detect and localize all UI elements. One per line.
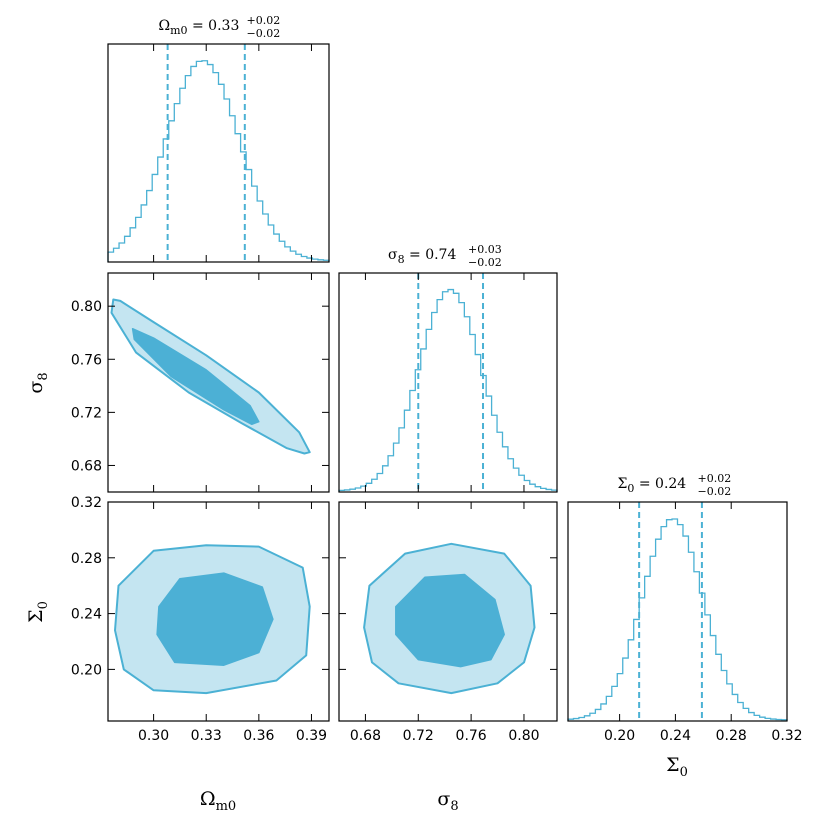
- diag-frame-2: [567, 501, 788, 722]
- title-upper-1: +0.03: [468, 243, 502, 256]
- ytick-label-1: 0.80: [71, 299, 102, 315]
- xtick-label-0: 0.30: [138, 728, 169, 744]
- ylabel-sigma8-symbol: σ: [25, 381, 47, 394]
- contour-inner-2: [395, 573, 505, 668]
- ytick-label-1: 0.76: [71, 352, 102, 368]
- xtick-label-1: 0.68: [350, 728, 381, 744]
- title-symbol-0: Ω: [159, 18, 171, 34]
- title-subscript-2: 0: [627, 482, 634, 495]
- title-lower-1: −0.02: [468, 256, 502, 269]
- diag-frame-0: [107, 43, 330, 263]
- ylabel-sigma0-subscript: 0: [36, 601, 51, 609]
- title-symbol-2: Σ: [618, 476, 628, 492]
- histogram-1: [338, 288, 558, 492]
- xlabel-sigma8: σ8: [437, 788, 458, 814]
- xlabel-sigma0: Σ0: [666, 754, 688, 780]
- title-1: σ8 = 0.74: [388, 247, 456, 266]
- histogram-2: [567, 518, 788, 721]
- title-median-1: = 0.74: [405, 247, 457, 263]
- ylabel-sigma0: Σ0: [25, 601, 51, 623]
- xlabel-omega-subscript: m0: [216, 799, 237, 814]
- contour-inner-1: [156, 572, 274, 666]
- ytick-label-2: 0.20: [71, 662, 102, 678]
- title-0: Ωm0 = 0.33: [159, 18, 240, 37]
- title-subscript-1: 8: [398, 253, 405, 266]
- title-lower-2: −0.02: [698, 485, 732, 498]
- xtick-label-2: 0.24: [660, 728, 691, 744]
- diag-frame-1: [338, 272, 558, 493]
- ytick-label-1: 0.72: [71, 405, 102, 421]
- title-upper-2: +0.02: [698, 472, 732, 485]
- xtick-label-1: 0.76: [456, 728, 487, 744]
- panel-frame-1-0: [107, 272, 330, 493]
- title-lower-0: −0.02: [247, 27, 281, 40]
- ylabel-sigma8: σ8: [25, 372, 51, 393]
- ylabel-sigma0-symbol: Σ: [25, 609, 47, 622]
- xtick-label-1: 0.80: [508, 728, 539, 744]
- xtick-label-0: 0.36: [243, 728, 274, 744]
- title-median-2: = 0.24: [634, 476, 686, 492]
- panel-frame-2-1: [338, 501, 558, 722]
- xlabel-omega: Ωm0: [200, 788, 236, 814]
- ytick-label-2: 0.24: [71, 607, 102, 623]
- title-median-0: = 0.33: [188, 18, 240, 34]
- panel-frame-2-0: [107, 501, 330, 722]
- xtick-label-2: 0.20: [604, 728, 635, 744]
- xtick-label-0: 0.33: [191, 728, 222, 744]
- title-upper-0: +0.02: [247, 14, 281, 27]
- xtick-label-1: 0.72: [403, 728, 434, 744]
- title-2: Σ0 = 0.24: [618, 476, 687, 495]
- ylabel-sigma8-subscript: 8: [36, 372, 51, 380]
- title-subscript-0: m0: [170, 24, 187, 37]
- xtick-label-2: 0.28: [716, 728, 747, 744]
- xlabel-sigma0-symbol: Σ: [666, 754, 679, 776]
- xlabel-sigma8-symbol: σ: [437, 788, 450, 810]
- ytick-label-2: 0.28: [71, 551, 102, 567]
- contour-inner-0: [131, 327, 260, 426]
- xtick-label-2: 0.32: [771, 728, 802, 744]
- ytick-label-2: 0.32: [71, 495, 102, 511]
- title-symbol-1: σ: [388, 247, 398, 263]
- histogram-0: [107, 60, 330, 262]
- xlabel-sigma8-subscript: 8: [450, 799, 458, 814]
- xlabel-omega-symbol: Ω: [200, 788, 216, 810]
- xlabel-sigma0-subscript: 0: [680, 765, 688, 780]
- ytick-label-1: 0.68: [71, 458, 102, 474]
- xtick-label-0: 0.39: [296, 728, 327, 744]
